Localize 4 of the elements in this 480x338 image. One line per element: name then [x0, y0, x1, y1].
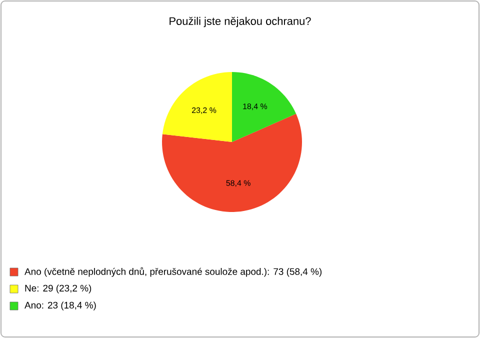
chart-title: Použili jste nějakou ochranu?: [170, 16, 311, 28]
legend-label: Ano (včetně neplodných dnů, přerušované soulože apod.): 73 (58,4 %): [24, 267, 322, 277]
legend-label: Ano: 23 (18,4 %): [24, 302, 96, 310]
legend-label: Ne: 29 (23,2 %): [25, 284, 92, 294]
